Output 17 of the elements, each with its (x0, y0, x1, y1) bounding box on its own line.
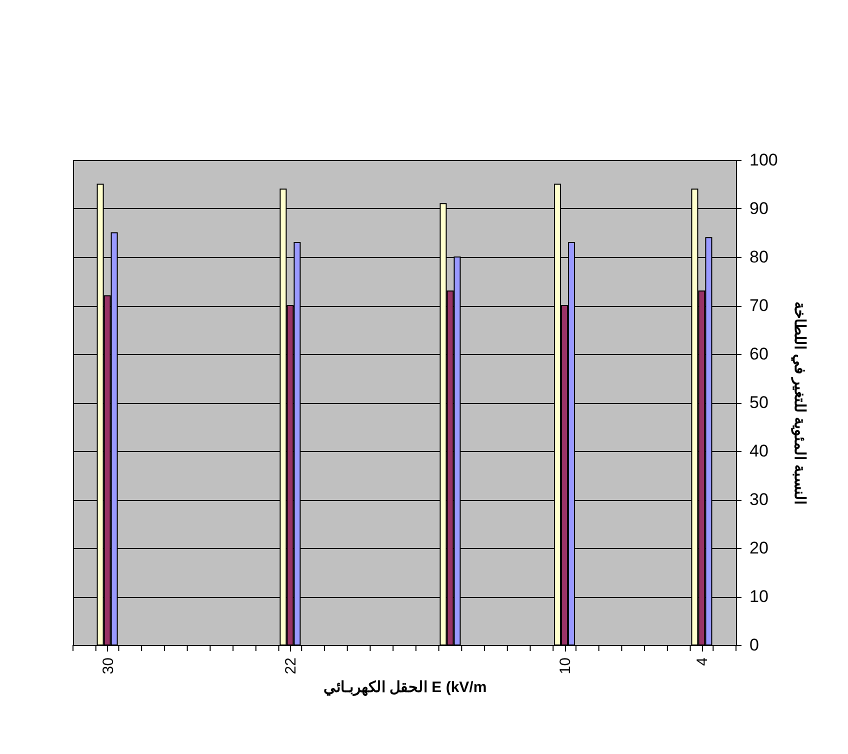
x-tick-label: 10 (557, 658, 574, 674)
x-tick-label: 30 (100, 658, 117, 674)
y-tick-label: 10 (750, 587, 768, 606)
y-tick-label: 20 (750, 538, 768, 558)
y-tick-label: 70 (750, 296, 768, 315)
y-tick-label: 90 (750, 199, 768, 218)
y-tick-label: 80 (750, 248, 768, 266)
y-axis-title: النسبة المئوية للتغير في اللطاخة (790, 302, 808, 504)
x-tick-label: 22 (282, 658, 300, 674)
y-tick-label: 30 (750, 490, 768, 509)
y-tick-label: 60 (750, 344, 768, 364)
y-tick-label: 40 (750, 442, 768, 460)
x-axis-title: الحقل الكهربـائي E (kV/m (323, 679, 487, 698)
y-tick-label: 100 (750, 150, 778, 170)
y-tick-label: 50 (750, 393, 768, 412)
y-tick-label: 0 (750, 636, 759, 654)
x-tick-label: 4 (694, 658, 712, 666)
